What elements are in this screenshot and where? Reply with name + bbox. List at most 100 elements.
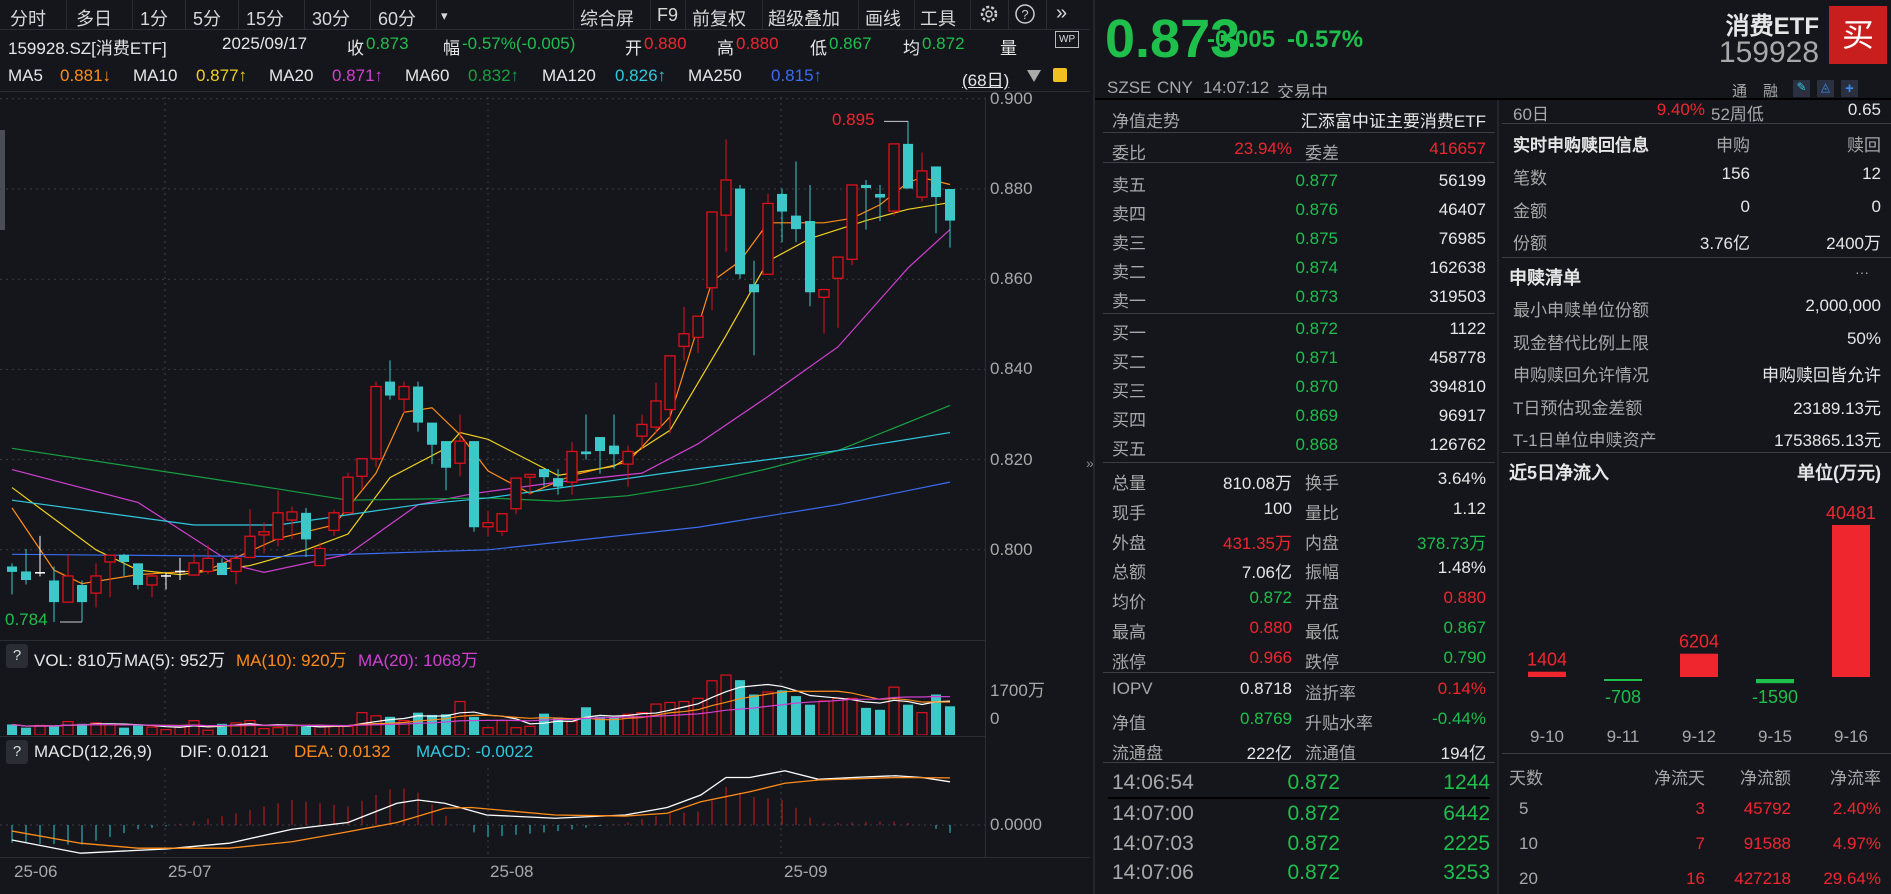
forward-adjust-button[interactable]: 前复权 [692, 9, 746, 29]
exchange: SZSE [1107, 78, 1152, 97]
volume-bar [945, 706, 955, 735]
buy-button[interactable]: 买 [1829, 6, 1887, 64]
inflow-value-label: 1404 [1527, 650, 1567, 670]
wp-icon[interactable]: WP [1055, 31, 1080, 48]
expand-panel-icon[interactable]: » [1086, 455, 1094, 471]
ma20-value: 0.871↑ [332, 66, 384, 85]
more-icon[interactable]: ··· [1855, 264, 1869, 280]
redemption-row-value2: 0 [1871, 196, 1881, 216]
stat-row-value2: 3.64% [1437, 469, 1486, 488]
volume-bar [636, 712, 648, 735]
tong-label: 通 [1732, 83, 1748, 100]
volume-bar [160, 728, 172, 735]
candle-body [482, 522, 494, 528]
candlestick-chart[interactable] [0, 97, 985, 640]
tab-fenshi[interactable]: 分时 [10, 9, 46, 29]
period-dropdown-icon[interactable]: ▾ [441, 8, 448, 23]
open-value: 0.880 [644, 34, 687, 53]
bid-row-price: 0.872 [1295, 319, 1338, 338]
volume-bar [720, 674, 732, 735]
volume-bar [539, 713, 549, 735]
nav-trend-link[interactable]: 净值走势 [1112, 112, 1180, 131]
quote-time: 14:07:12 [1203, 78, 1270, 97]
volume-bar [174, 726, 186, 735]
candle-body [678, 333, 690, 348]
tab-5min[interactable]: 5分 [193, 9, 222, 29]
candle-body [510, 477, 522, 510]
high-value: 0.880 [736, 34, 779, 53]
ask-row-price: 0.876 [1295, 200, 1338, 219]
volume-help-button[interactable]: ? [6, 644, 28, 668]
perf-60d-value: 9.40% [1656, 100, 1705, 119]
add-icon[interactable]: + [1841, 80, 1858, 97]
composite-screen-button[interactable]: 综合屏 [580, 9, 634, 29]
ask-row-volume: 319503 [1429, 287, 1486, 306]
lock-icon[interactable] [1053, 68, 1067, 82]
period-toolbar: 分时 多日 1分 5分 15分 30分 60分 ▾ 综合屏 F9 前复权 超级叠… [0, 0, 1090, 30]
close-value: 0.873 [366, 34, 409, 53]
help-icon[interactable]: ? [1014, 3, 1036, 30]
volume-axis-zero: 0 [990, 709, 1000, 728]
inflow-value-label: -708 [1605, 687, 1641, 707]
volume-bar [370, 715, 382, 735]
bell-icon[interactable]: ◬ [1817, 80, 1834, 97]
overlay-button[interactable]: 超级叠加 [768, 9, 840, 29]
tools-button[interactable]: 工具 [920, 9, 956, 29]
candle-body [706, 211, 718, 289]
redemption-row-value2: 12 [1862, 164, 1881, 183]
volume-bar [609, 717, 619, 735]
candle-body [427, 422, 437, 445]
inflow-date-label: 9-15 [1758, 727, 1792, 746]
tab-15min[interactable]: 15分 [246, 9, 285, 29]
stat-row-value2: 0.867 [1443, 618, 1486, 637]
volume-bar [202, 729, 214, 735]
stat-row-label: 总量 [1112, 474, 1146, 493]
stat-row-value: 7.06亿 [1241, 563, 1292, 583]
candle-body [832, 256, 844, 279]
perf-60d-label: 60日 [1513, 105, 1549, 124]
volume-bar [244, 720, 256, 735]
inflow-date-label: 9-11 [1607, 727, 1640, 746]
tick-volume: 2225 [1443, 831, 1490, 855]
pencil-icon[interactable]: ✎ [1793, 80, 1810, 97]
candle-body [286, 511, 298, 521]
gear-icon[interactable] [978, 3, 1000, 30]
inflow-net-days: 3 [1695, 799, 1705, 818]
fund-full-name: 汇添富中证主要消费ETF [1300, 112, 1486, 131]
scrollbar[interactable] [0, 130, 5, 230]
candle-body [664, 355, 676, 411]
volume-bar [217, 723, 227, 735]
candle-body [636, 423, 648, 437]
candle-body [692, 315, 704, 339]
ma250-line [11, 481, 951, 558]
draw-line-button[interactable]: 画线 [865, 9, 901, 29]
candle-body [258, 531, 270, 536]
divider [1502, 753, 1891, 754]
collapse-chevron-icon[interactable]: » [1056, 2, 1068, 24]
period-count-dropdown[interactable]: (68日) [962, 71, 1010, 90]
volume-bar [21, 727, 31, 735]
tab-multi-day[interactable]: 多日 [76, 9, 112, 29]
redemption-row-label: 笔数 [1513, 169, 1547, 188]
stat-row-label: 最高 [1112, 623, 1146, 642]
inflow-value-label: 6204 [1679, 632, 1719, 652]
ask-row-volume: 76985 [1438, 229, 1486, 248]
redemption-row-label: 金额 [1513, 201, 1547, 221]
volume-bar [791, 696, 801, 735]
divider [1108, 797, 1490, 799]
pcf-title: 申赎清单 [1509, 268, 1581, 288]
candle-body [846, 184, 858, 261]
bid-row-volume: 1122 [1449, 319, 1486, 338]
tab-1min[interactable]: 1分 [140, 9, 169, 29]
pcf-row-label: 申购赎回允许情况 [1513, 366, 1649, 385]
stat-row-label2: 量比 [1305, 503, 1339, 523]
macd-help-button[interactable]: ? [6, 740, 28, 764]
candle-body [146, 575, 158, 586]
tab-60min[interactable]: 60分 [378, 9, 417, 29]
f9-button[interactable]: F9 [657, 5, 679, 25]
candle-body [62, 575, 74, 603]
triangle-down-icon[interactable] [1027, 70, 1041, 82]
tab-30min[interactable]: 30分 [312, 9, 351, 29]
divider [1103, 672, 1495, 673]
stat-row-label2: 开盘 [1305, 593, 1339, 613]
